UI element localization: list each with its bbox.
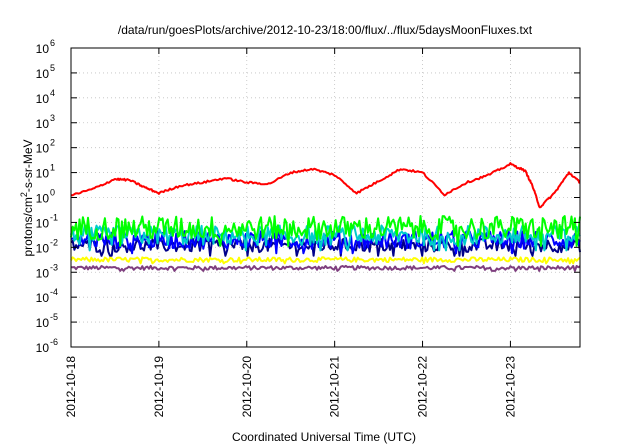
series-line bbox=[70, 264, 581, 272]
y-tick-exponent: 1 bbox=[50, 163, 55, 173]
y-tick-exponent: -1 bbox=[50, 212, 58, 222]
y-tick-exponent: -3 bbox=[50, 262, 58, 272]
x-tick-label: 2012-10-19 bbox=[152, 356, 166, 418]
y-tick-exponent: 3 bbox=[50, 113, 55, 123]
y-tick-label: 10 bbox=[36, 266, 50, 280]
y-tick-exponent: 5 bbox=[50, 63, 55, 73]
y-tick-exponent: -4 bbox=[50, 287, 58, 297]
x-axis: 2012-10-18 2012-10-19 2012-10-20 2012-10-21… bbox=[64, 48, 517, 417]
x-tick-label: 2012-10-22 bbox=[416, 356, 430, 418]
x-tick-label: 2012-10-21 bbox=[328, 356, 342, 418]
y-tick-exponent: -5 bbox=[50, 312, 58, 322]
x-tick-label: 2012-10-23 bbox=[503, 356, 517, 418]
series-line bbox=[70, 215, 581, 247]
series-line bbox=[70, 162, 581, 209]
series-line bbox=[70, 224, 581, 252]
y-axis: 10 -610 -510 -410 -310 -210 -110 010 110 210 310 41… bbox=[36, 38, 580, 355]
y-tick-label: 10 bbox=[36, 142, 50, 156]
y-tick-label: 10 bbox=[36, 117, 50, 131]
y-tick-exponent: 2 bbox=[50, 138, 55, 148]
y-tick-label: 10 bbox=[36, 316, 50, 330]
grid bbox=[70, 47, 580, 348]
x-axis-label: Coordinated Universal Time (UTC) bbox=[232, 430, 416, 444]
y-tick-label: 10 bbox=[36, 341, 50, 355]
y-tick-label: 10 bbox=[36, 192, 50, 206]
y-tick-exponent: 0 bbox=[50, 188, 55, 198]
x-tick-label: 2012-10-20 bbox=[240, 356, 254, 418]
y-tick-label: 10 bbox=[36, 92, 50, 106]
y-tick-exponent: -6 bbox=[50, 337, 58, 347]
y-tick-label: 10 bbox=[36, 167, 50, 181]
y-tick-label: 10 bbox=[36, 216, 50, 230]
y-tick-exponent: 6 bbox=[50, 38, 55, 48]
series-line bbox=[70, 256, 581, 265]
y-tick-label: 10 bbox=[36, 67, 50, 81]
y-tick-label: 10 bbox=[36, 241, 50, 255]
y-axis-label: protons/cm2-s-sr-MeV bbox=[19, 139, 35, 256]
plot-area bbox=[70, 162, 581, 272]
y-tick-exponent: -2 bbox=[50, 237, 58, 247]
x-tick-label: 2012-10-18 bbox=[64, 356, 78, 418]
chart-title: /data/run/goesPlots/archive/2012-10-23/1… bbox=[118, 23, 533, 37]
y-tick-label: 10 bbox=[36, 291, 50, 305]
y-tick-label: 10 bbox=[36, 42, 50, 56]
y-tick-exponent: 4 bbox=[50, 88, 55, 98]
